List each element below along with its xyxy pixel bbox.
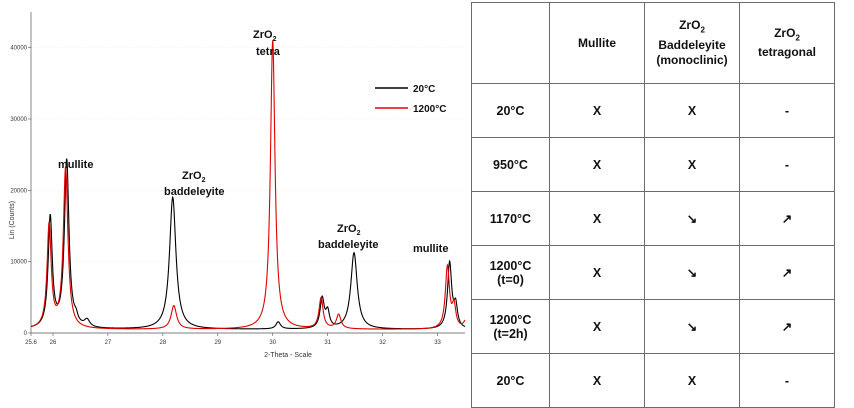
cell-mullite: X bbox=[549, 83, 645, 138]
annotation-zro2-tetra: ZrO2 tetra bbox=[253, 29, 281, 58]
x-tick-label: 29 bbox=[214, 340, 221, 346]
legend-label-20c: 20°C bbox=[413, 84, 435, 95]
row-temperature: 950°C bbox=[471, 137, 550, 192]
annotation-zro2-baddeleyite-1-sub: 2 bbox=[202, 177, 206, 184]
cell-mullite: X bbox=[549, 245, 645, 300]
xrd-chart-panel: 0 10000 20000 30000 40000 25.6 26 27 28 29 30 31 32 3… bbox=[0, 0, 468, 365]
annotation-zro2-tetra-formula: ZrO bbox=[253, 29, 273, 41]
table-row: 20°C X X - bbox=[471, 83, 835, 138]
row-temperature-label: 1170°C bbox=[489, 211, 532, 226]
table-row: 1170°C X ↘ ↗ bbox=[471, 191, 835, 246]
row-time-label: (t=2h) bbox=[493, 326, 528, 341]
phase-table: Mullite ZrO2 Baddeleyite (monoclinic) Zr… bbox=[471, 2, 835, 408]
x-axis-title: 2-Theta - Scale bbox=[264, 352, 312, 359]
table-row: 1200°C (t=0) X ↘ ↗ bbox=[471, 245, 835, 300]
table-header-row: Mullite ZrO2 Baddeleyite (monoclinic) Zr… bbox=[471, 2, 835, 84]
table-header-tetragonal-formula: ZrO bbox=[774, 25, 796, 40]
cell-tetragonal: - bbox=[739, 353, 835, 408]
cell-mullite: X bbox=[549, 299, 645, 354]
annotation-mullite-right: mullite bbox=[413, 243, 448, 255]
cell-tetragonal-increase-arrow: ↗ bbox=[739, 299, 835, 354]
cell-baddeleyite-decrease-arrow: ↘ bbox=[644, 191, 740, 246]
cell-baddeleyite: X bbox=[644, 353, 740, 408]
annotation-zro2-tetra-sub: 2 bbox=[273, 36, 277, 43]
x-tick-label: 25.6 bbox=[25, 340, 37, 346]
y-tick-label: 40000 bbox=[10, 46, 27, 52]
legend: 20°C 1200°C bbox=[375, 84, 446, 115]
row-temperature: 1200°C (t=2h) bbox=[471, 299, 550, 354]
x-tick-label: 32 bbox=[379, 340, 386, 346]
y-axis-title: Lin (Counts) bbox=[9, 201, 16, 239]
x-tick-label: 33 bbox=[434, 340, 441, 346]
row-temperature: 20°C bbox=[471, 353, 550, 408]
table-header-baddeleyite: ZrO2 Baddeleyite (monoclinic) bbox=[644, 2, 740, 84]
cell-tetragonal: - bbox=[739, 83, 835, 138]
grid-layer bbox=[31, 47, 465, 262]
cell-mullite: X bbox=[549, 137, 645, 192]
table-header-baddeleyite-sub: 2 bbox=[700, 25, 705, 35]
cell-mullite: X bbox=[549, 191, 645, 246]
table-header-mullite: Mullite bbox=[549, 2, 645, 84]
row-temperature-label: 1200°C bbox=[489, 258, 532, 273]
x-tick-label: 26 bbox=[50, 340, 57, 346]
row-temperature: 20°C bbox=[471, 83, 550, 138]
table-header-tetragonal-sub: 2 bbox=[795, 33, 800, 43]
row-temperature-label: 20°C bbox=[496, 373, 525, 388]
annotation-mullite-left-text: mullite bbox=[58, 159, 93, 171]
y-tick-label: 30000 bbox=[10, 117, 27, 123]
axes-layer: 0 10000 20000 30000 40000 25.6 26 27 28 29 30 31 32 3… bbox=[10, 12, 465, 346]
cell-baddeleyite: X bbox=[644, 137, 740, 192]
svg-text:ZrO2: ZrO2 bbox=[337, 223, 361, 237]
y-tick-label: 0 bbox=[24, 331, 28, 337]
series-1200c-line bbox=[30, 40, 466, 330]
cell-mullite: X bbox=[549, 353, 645, 408]
y-tick-label: 10000 bbox=[10, 260, 27, 266]
annotation-zro2-baddeleyite-2-formula: ZrO bbox=[337, 223, 357, 235]
row-temperature-label: 950°C bbox=[493, 157, 528, 172]
cell-tetragonal-increase-arrow: ↗ bbox=[739, 191, 835, 246]
svg-text:ZrO2: ZrO2 bbox=[253, 29, 277, 43]
row-temperature: 1170°C bbox=[471, 191, 550, 246]
x-tick-label: 27 bbox=[105, 340, 112, 346]
table-header-baddeleyite-phase: (monoclinic) bbox=[656, 52, 728, 67]
annotation-zro2-baddeleyite-1-label: baddeleyite bbox=[164, 186, 225, 198]
cell-baddeleyite-decrease-arrow: ↘ bbox=[644, 299, 740, 354]
series-20c-line bbox=[30, 158, 466, 330]
table-header-baddeleyite-formula: ZrO bbox=[679, 18, 701, 33]
annotation-mullite-left: mullite bbox=[58, 159, 93, 171]
cell-baddeleyite-decrease-arrow: ↘ bbox=[644, 245, 740, 300]
table-header-baddeleyite-name: Baddeleyite bbox=[658, 37, 726, 52]
row-temperature-label: 20°C bbox=[496, 103, 525, 118]
x-tick-label: 31 bbox=[324, 340, 331, 346]
series-layer bbox=[30, 40, 466, 330]
table-row: 950°C X X - bbox=[471, 137, 835, 192]
table-header-corner bbox=[471, 2, 550, 84]
annotation-zro2-baddeleyite-1-formula: ZrO bbox=[182, 170, 202, 182]
annotation-zro2-tetra-label: tetra bbox=[256, 46, 281, 58]
row-time-label: (t=0) bbox=[497, 272, 524, 287]
table-header-tetragonal: ZrO2 tetragonal bbox=[739, 2, 835, 84]
annotation-zro2-baddeleyite-2-label: baddeleyite bbox=[318, 239, 379, 251]
svg-text:ZrO2: ZrO2 bbox=[182, 170, 206, 184]
annotation-zro2-baddeleyite-2: ZrO2 baddeleyite bbox=[318, 223, 379, 251]
cell-baddeleyite: X bbox=[644, 83, 740, 138]
table-row: 20°C X X - bbox=[471, 353, 835, 408]
table-header-tetragonal-name: tetragonal bbox=[757, 45, 816, 60]
cell-tetragonal-increase-arrow: ↗ bbox=[739, 245, 835, 300]
legend-label-1200c: 1200°C bbox=[413, 104, 446, 115]
annotation-mullite-right-text: mullite bbox=[413, 243, 448, 255]
row-temperature-label: 1200°C bbox=[489, 312, 532, 327]
annotation-zro2-baddeleyite-1: ZrO2 baddeleyite bbox=[164, 170, 225, 198]
table-row: 1200°C (t=2h) X ↘ ↗ bbox=[471, 299, 835, 354]
xrd-chart: 0 10000 20000 30000 40000 25.6 26 27 28 29 30 31 32 3… bbox=[9, 12, 466, 359]
x-tick-label: 28 bbox=[160, 340, 167, 346]
cell-tetragonal: - bbox=[739, 137, 835, 192]
row-temperature: 1200°C (t=0) bbox=[471, 245, 550, 300]
x-tick-label: 30 bbox=[269, 340, 276, 346]
annotation-zro2-baddeleyite-2-sub: 2 bbox=[357, 230, 361, 237]
y-tick-label: 20000 bbox=[10, 188, 27, 194]
